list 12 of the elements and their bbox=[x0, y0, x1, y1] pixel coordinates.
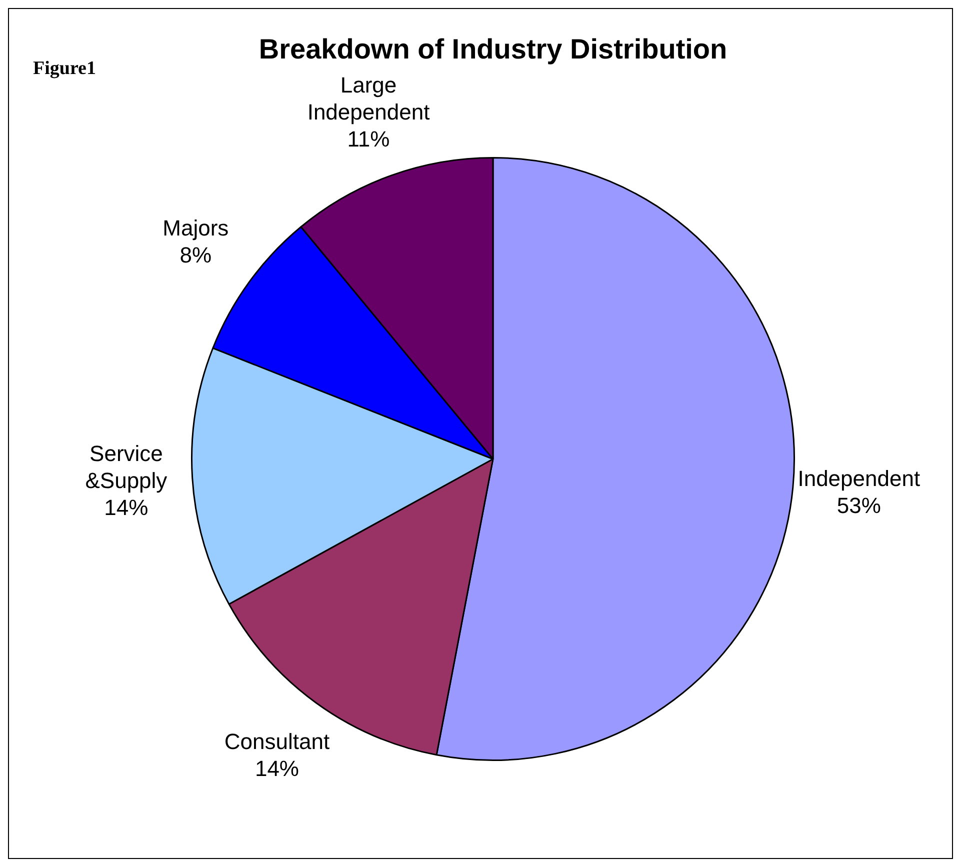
slice-label: Consultant bbox=[224, 728, 330, 754]
slice-label: Service &Supply bbox=[85, 441, 168, 494]
caption: Figure1 bbox=[33, 58, 96, 79]
slice-label: Large Independent bbox=[307, 72, 430, 124]
data-label: 14% bbox=[104, 495, 148, 520]
data-label: 11% bbox=[347, 126, 390, 152]
data-label: 8% bbox=[180, 242, 212, 268]
slice-label: Independent bbox=[798, 466, 920, 492]
chart-title: Breakdown of Industry Distribution bbox=[258, 34, 728, 65]
data-label: 53% bbox=[836, 493, 881, 518]
slice-label: Majors bbox=[162, 216, 229, 241]
data-label: 14% bbox=[254, 756, 299, 781]
